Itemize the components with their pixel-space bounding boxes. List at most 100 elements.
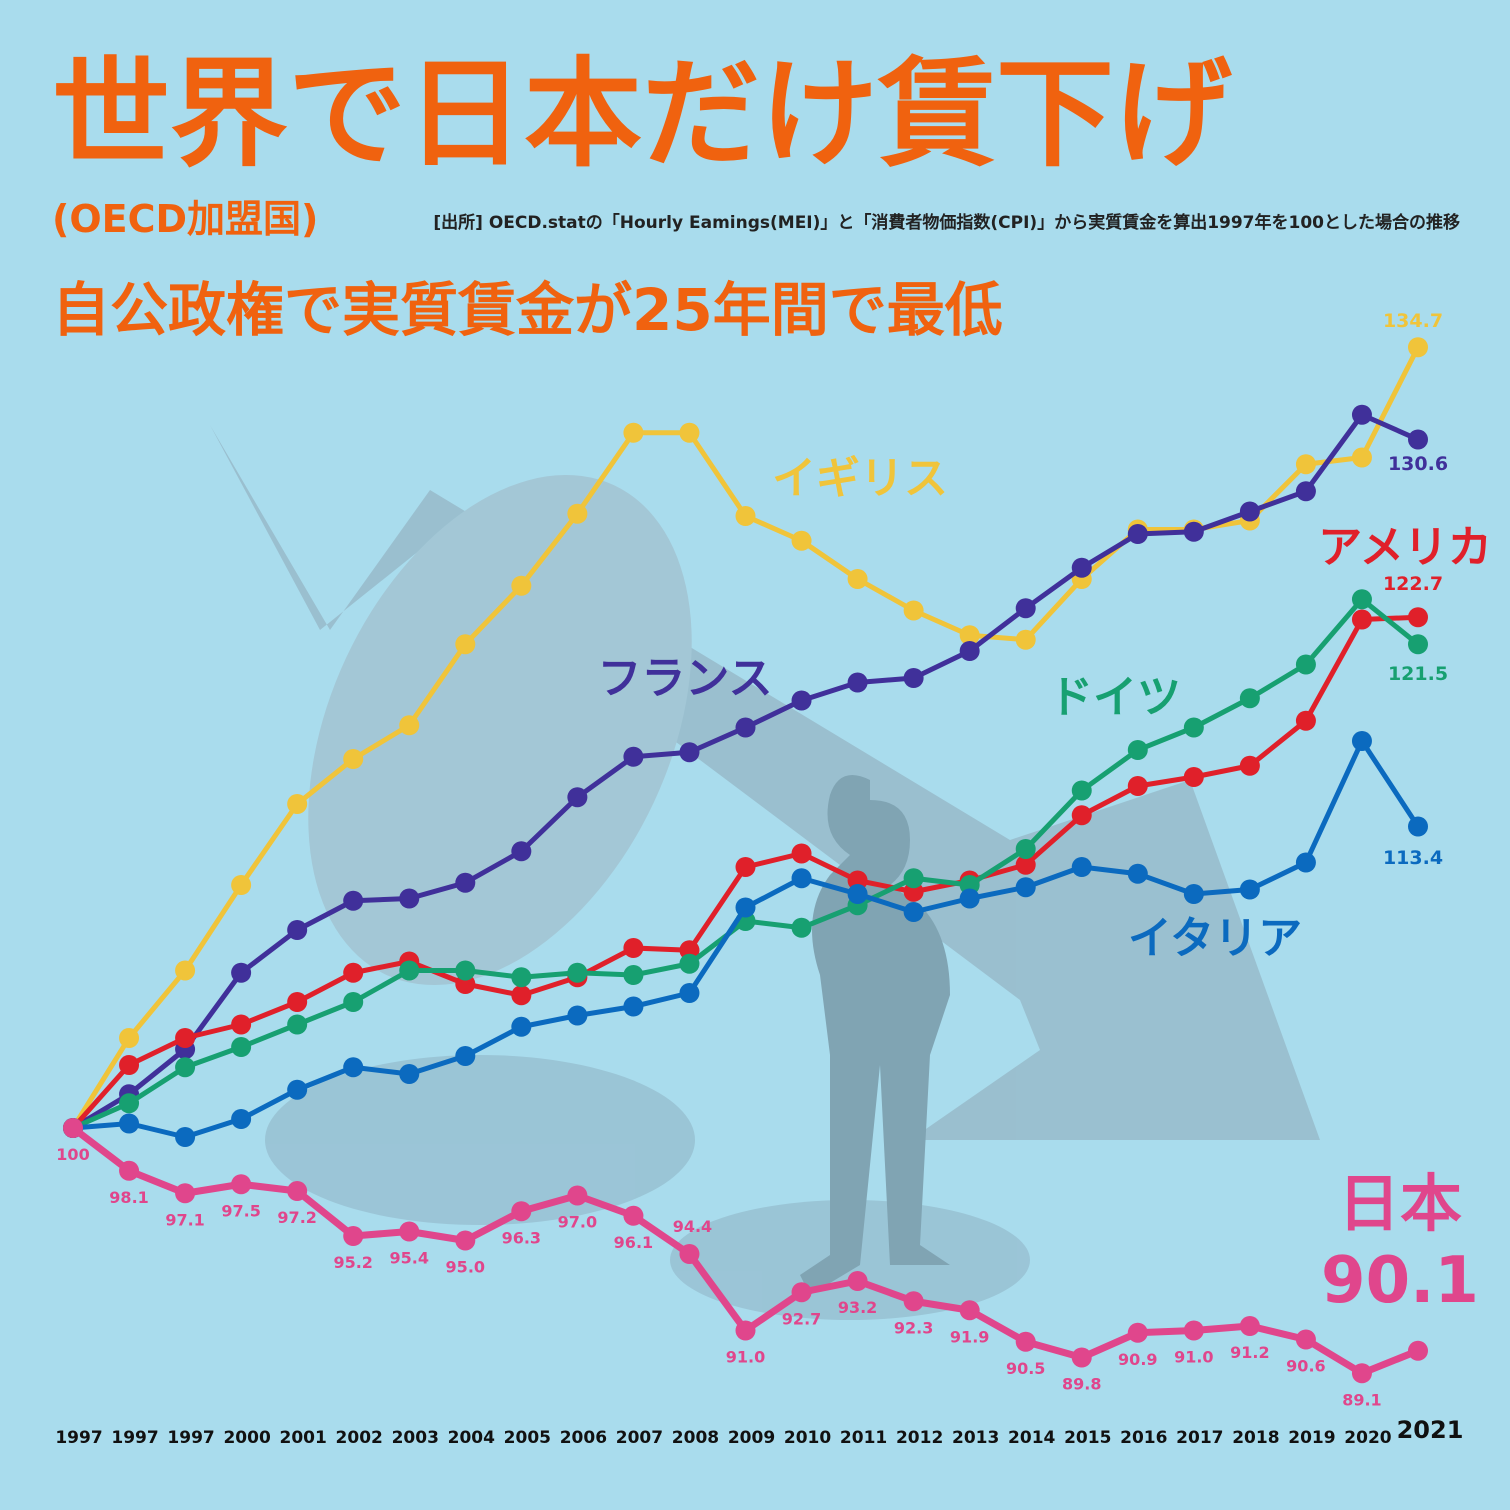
point xyxy=(735,717,756,738)
point xyxy=(1239,755,1260,776)
point xyxy=(1127,776,1148,796)
series-label: イタリア xyxy=(1128,913,1302,964)
point xyxy=(511,841,532,862)
data-label: 92.3 xyxy=(894,1318,933,1337)
chart-title: 世界で日本だけ賃下げ xyxy=(52,45,1232,183)
point xyxy=(231,1174,252,1195)
point xyxy=(567,787,588,808)
point xyxy=(959,641,980,661)
point xyxy=(623,965,644,985)
point xyxy=(119,1055,140,1075)
point xyxy=(1408,634,1428,655)
point xyxy=(287,920,308,940)
point xyxy=(903,600,924,621)
point xyxy=(231,962,252,983)
series-label: フランス xyxy=(597,653,772,704)
point xyxy=(903,868,924,889)
point xyxy=(735,1320,756,1341)
chart-subtitle: (OECD加盟国) xyxy=(52,197,318,241)
data-label: 121.5 xyxy=(1388,663,1448,685)
point xyxy=(287,1014,308,1035)
point xyxy=(399,1221,420,1242)
point xyxy=(567,1005,588,1026)
x-tick-label: 2007 xyxy=(616,1428,663,1448)
x-tick-label: 2011 xyxy=(840,1428,887,1448)
point xyxy=(847,1271,868,1291)
point xyxy=(1295,654,1316,675)
point xyxy=(343,992,364,1012)
point xyxy=(679,422,700,443)
down-arrow xyxy=(210,425,1320,1140)
point xyxy=(1408,607,1428,628)
point xyxy=(847,569,868,589)
point xyxy=(623,938,644,958)
x-tick-label: 2017 xyxy=(1176,1428,1223,1448)
data-label: 89.1 xyxy=(1342,1390,1381,1409)
point xyxy=(287,1181,308,1201)
data-label: 100 xyxy=(56,1145,89,1164)
point xyxy=(1295,852,1316,873)
point xyxy=(175,1183,196,1204)
point xyxy=(1015,598,1036,619)
point xyxy=(343,890,364,911)
point xyxy=(1408,429,1428,450)
point xyxy=(679,1244,700,1264)
data-label: 130.6 xyxy=(1388,453,1448,475)
point xyxy=(343,1226,364,1246)
point xyxy=(959,888,980,909)
point xyxy=(1015,839,1036,859)
point xyxy=(791,843,812,864)
point xyxy=(1183,767,1204,787)
point xyxy=(119,1093,140,1114)
point xyxy=(343,962,364,983)
point xyxy=(1183,884,1204,904)
data-label: 92.7 xyxy=(782,1309,821,1328)
data-label: 113.4 xyxy=(1383,847,1443,869)
data-label: 93.2 xyxy=(838,1298,877,1317)
point xyxy=(1408,1340,1428,1361)
data-label: 91.9 xyxy=(950,1327,989,1346)
point xyxy=(1071,857,1092,877)
point xyxy=(1239,879,1260,900)
point xyxy=(399,715,420,736)
point xyxy=(1351,447,1372,468)
point xyxy=(1071,780,1092,801)
point xyxy=(455,1046,476,1066)
point xyxy=(791,1282,812,1303)
point xyxy=(1408,816,1428,837)
point xyxy=(679,983,700,1003)
point xyxy=(1015,854,1036,875)
point xyxy=(511,1016,532,1037)
point xyxy=(231,1037,252,1057)
data-label: 97.5 xyxy=(221,1201,260,1220)
shadow xyxy=(265,1055,695,1225)
point xyxy=(1295,481,1316,502)
data-label: 97.2 xyxy=(277,1208,316,1227)
point xyxy=(735,897,756,918)
point xyxy=(791,868,812,889)
point xyxy=(623,422,644,443)
point xyxy=(903,668,924,688)
point xyxy=(119,1028,140,1048)
point xyxy=(959,1300,980,1321)
point xyxy=(455,634,476,655)
point xyxy=(1295,1329,1316,1350)
x-tick-label: 2018 xyxy=(1232,1428,1279,1448)
x-tick-label: 1997 xyxy=(111,1428,158,1448)
point xyxy=(119,1113,140,1134)
point xyxy=(1239,501,1260,522)
point xyxy=(1071,557,1092,578)
x-tick-label: 2013 xyxy=(952,1428,999,1448)
point xyxy=(287,1079,308,1100)
point xyxy=(1127,1322,1148,1343)
point xyxy=(1183,1320,1204,1341)
point xyxy=(455,872,476,893)
point xyxy=(455,1230,476,1251)
point xyxy=(791,530,812,551)
point xyxy=(1015,1331,1036,1352)
point xyxy=(791,690,812,711)
point xyxy=(287,794,308,814)
point xyxy=(119,1160,140,1181)
data-label: 97.0 xyxy=(558,1213,597,1232)
